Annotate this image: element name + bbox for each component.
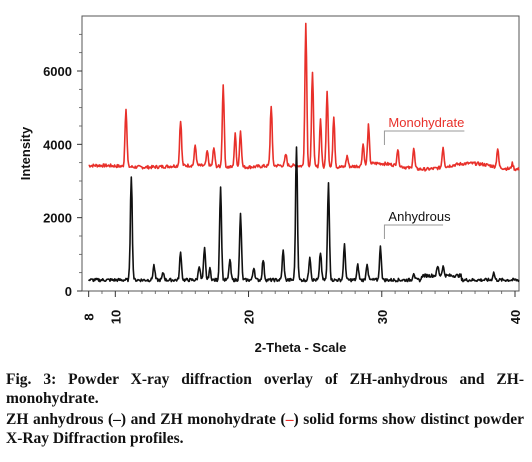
x-tick-label: 8 <box>82 313 97 320</box>
series-line-monohydrate <box>88 22 520 172</box>
axes: 0 2000 4000 6000 8 10 20 30 40 Intensity 2-Theta -… <box>18 15 523 355</box>
x-tick-label: 20 <box>242 310 257 324</box>
y-tick-label: 6000 <box>43 64 72 79</box>
y-tick-label: 4000 <box>43 137 72 152</box>
caption-line2-c: ) solid forms show distinct powder X-Ray… <box>6 411 524 447</box>
xrd-chart: 0 2000 4000 6000 8 10 20 30 40 Intensity 2-Theta -… <box>18 15 523 355</box>
caption-line1: Fig. 3: Powder X-ray diffraction overlay… <box>6 371 524 407</box>
series-labels: Monohydrate Anhydrous <box>383 115 465 239</box>
caption-line2-b: ) and ZH monohydrate ( <box>120 411 286 428</box>
x-tick-label: 30 <box>375 310 390 324</box>
series-line-anhydrous <box>88 146 520 283</box>
y-tick-label: 0 <box>65 284 72 299</box>
y-axis-label: Intensity <box>18 126 33 180</box>
caption-body: ZH anhydrous (–) and ZH monohydrate (–) … <box>6 410 524 448</box>
x-tick-label: 40 <box>508 310 523 324</box>
caption-line2-a: ZH anhydrous ( <box>6 411 114 428</box>
x-axis-label: 2-Theta - Scale <box>255 340 347 355</box>
monohydrate-legend-dash: – <box>285 411 294 428</box>
label-leader-monohydrate <box>383 130 465 145</box>
label-leader-anhydrous <box>383 224 444 239</box>
series-label-monohydrate: Monohydrate <box>388 115 464 130</box>
caption-title: Fig. 3: Powder X-ray diffraction overlay… <box>6 370 524 408</box>
plot-area <box>88 22 520 283</box>
series-label-anhydrous: Anhydrous <box>388 209 451 224</box>
y-tick-label: 2000 <box>43 211 72 226</box>
x-tick-label: 10 <box>108 310 123 324</box>
plot-frame <box>81 15 520 292</box>
anhydrous-legend-dash: – <box>113 411 121 428</box>
